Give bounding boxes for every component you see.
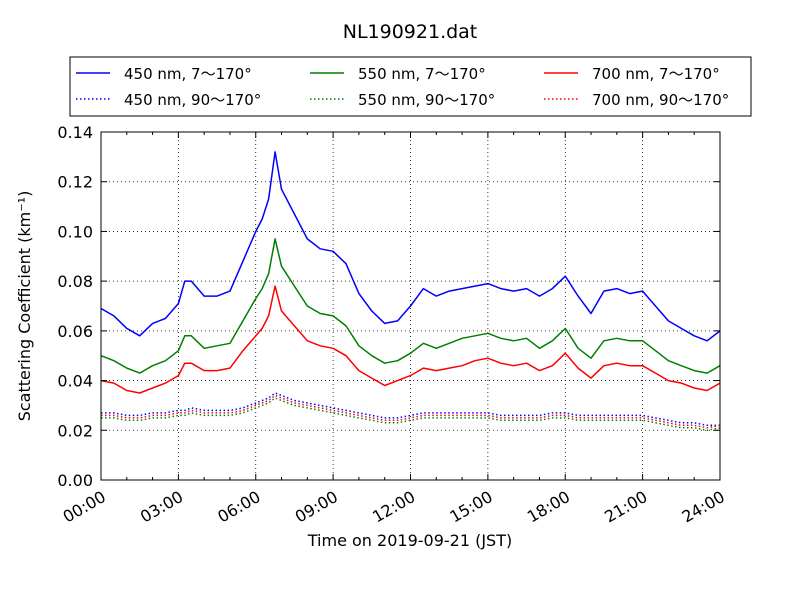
y-tick-label: 0.12 bbox=[57, 173, 93, 192]
chart-title: NL190921.dat bbox=[343, 21, 478, 43]
legend-label: 550 nm, 90～170° bbox=[358, 91, 495, 109]
y-tick-label: 0.00 bbox=[57, 471, 93, 490]
series-line-0 bbox=[100, 151, 721, 342]
ticks bbox=[100, 131, 721, 481]
y-tick-labels: 0.00 0.02 0.04 0.06 0.08 0.10 0.12 0.14 bbox=[57, 123, 93, 490]
y-tick-label: 0.02 bbox=[57, 421, 93, 440]
y-axis-title: Scattering Coefficient (km⁻¹) bbox=[15, 191, 34, 422]
series-line-1 bbox=[100, 238, 721, 374]
legend-label: 450 nm, 90～170° bbox=[124, 91, 261, 109]
series-line-2 bbox=[100, 285, 721, 394]
y-tick-label: 0.14 bbox=[57, 123, 93, 142]
y-tick-label: 0.10 bbox=[57, 222, 93, 241]
y-tick-label: 0.06 bbox=[57, 322, 93, 341]
legend-label: 700 nm, 7～170° bbox=[592, 65, 720, 83]
x-axis-title: Time on 2019-09-21 (JST) bbox=[307, 531, 512, 550]
legend: 450 nm, 7～170° 550 nm, 7～170° 700 nm, 7～17… bbox=[69, 56, 752, 117]
y-tick-label: 0.04 bbox=[57, 372, 93, 391]
legend-label: 450 nm, 7～170° bbox=[124, 65, 252, 83]
series-layer bbox=[100, 151, 721, 432]
legend-label: 550 nm, 7～170° bbox=[358, 65, 486, 83]
y-tick-label: 0.08 bbox=[57, 272, 93, 291]
legend-label: 700 nm, 90～170° bbox=[592, 91, 729, 109]
legend-box bbox=[69, 56, 752, 117]
